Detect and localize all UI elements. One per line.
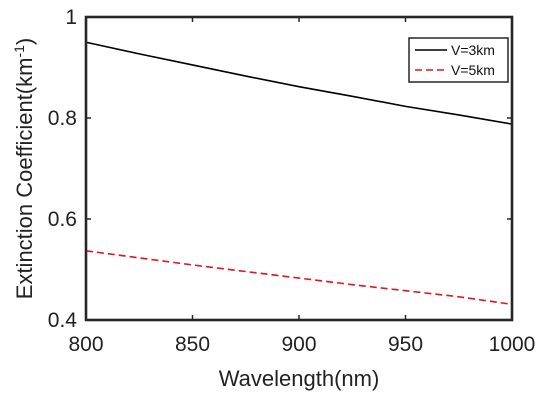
x-tick-label: 800: [68, 333, 103, 356]
y-tick-label: 0.8: [48, 107, 77, 130]
y-tick-label: 0.6: [48, 208, 77, 231]
x-tick-label: 850: [175, 333, 210, 356]
legend-box: [408, 37, 509, 83]
x-tick-label: 900: [281, 333, 316, 356]
y-axis-label: Extinction Coefficient(km-1): [11, 38, 37, 299]
y-tick-label: 0.4: [48, 309, 78, 332]
y-tick-label: 1: [65, 6, 77, 29]
x-axis-label: Wavelength(nm): [219, 366, 380, 391]
series-layer: [85, 41, 513, 306]
y-axis-label-text: Extinction Coefficient(km: [12, 58, 37, 300]
x-tick-label: 1000: [489, 333, 536, 356]
legend-label-2: V=5km: [451, 62, 495, 78]
x-tick-label: 950: [388, 333, 423, 356]
y-axis-label-superscript: -1: [11, 45, 27, 58]
labels-layer: Wavelength(nm) Extinction Coefficient(km-…: [11, 38, 379, 391]
legend-label-1: V=3km: [451, 42, 495, 58]
series-line-2: [85, 250, 513, 306]
legend: V=3km V=5km: [408, 37, 509, 83]
ticks-layer: 800 850 900 950 1000 0.4 0.6 0.8 1: [48, 6, 536, 356]
y-axis-label-close: ): [12, 38, 37, 45]
series-line-1: [85, 41, 513, 125]
